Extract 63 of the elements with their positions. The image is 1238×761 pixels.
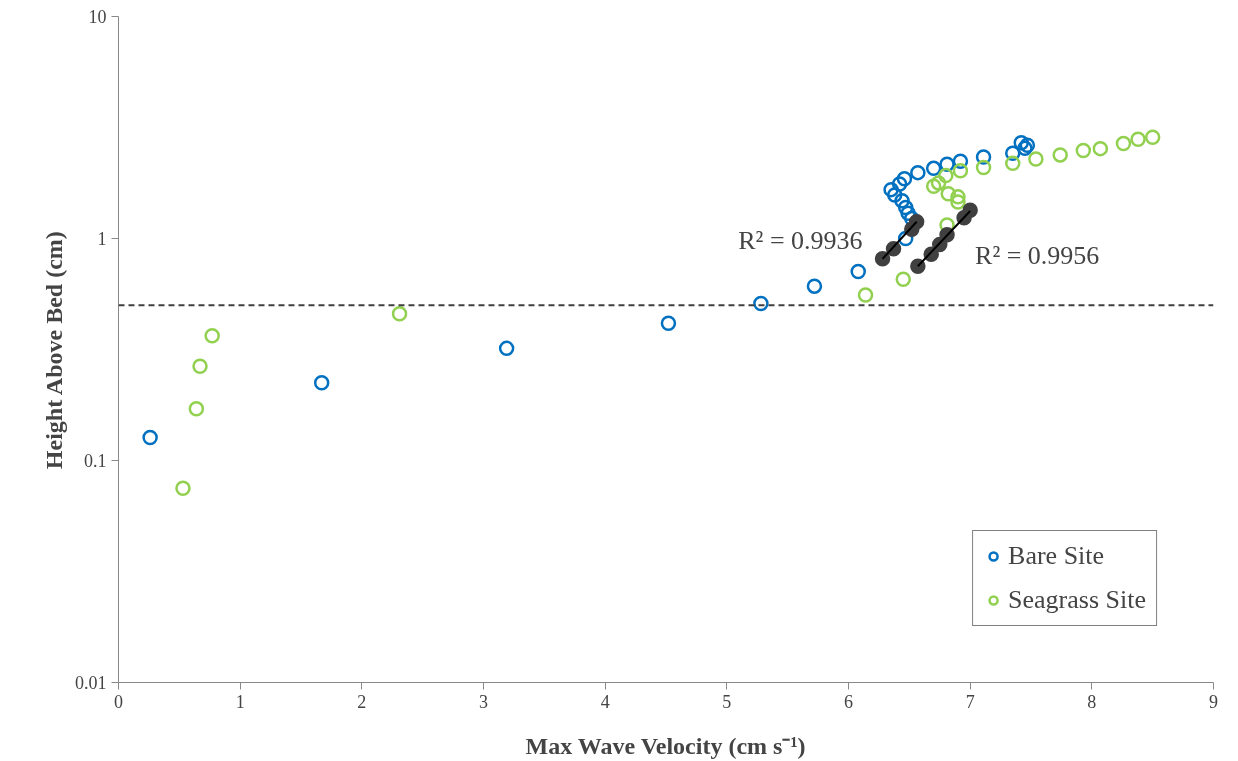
point	[894, 192, 910, 209]
annotation: R² = 0.9956	[975, 241, 1100, 271]
y-axis-title: Height Above Bed (cm)	[41, 231, 67, 470]
point	[850, 263, 866, 280]
point	[925, 178, 942, 194]
x-tick-label: 1	[235, 691, 245, 712]
point	[1028, 151, 1044, 167]
x-tick-label: 6	[844, 691, 853, 712]
point	[142, 429, 158, 446]
point	[204, 327, 220, 344]
x-tick-label: 0	[114, 691, 123, 712]
point	[1130, 131, 1146, 147]
point	[883, 181, 899, 198]
point	[753, 295, 769, 312]
legend-label: Bare Site	[1008, 541, 1105, 571]
point	[1115, 135, 1132, 152]
point	[950, 194, 966, 210]
point	[660, 315, 677, 332]
point	[1144, 129, 1161, 145]
point	[896, 170, 913, 187]
annotation: R² = 0.9936	[738, 226, 863, 256]
x-tick-label: 2	[357, 691, 367, 712]
point	[498, 340, 515, 357]
legend-label: Seagrass Site	[1008, 585, 1146, 615]
point	[895, 271, 911, 288]
y-tick-label: 0.1	[84, 451, 107, 471]
point	[930, 175, 947, 191]
point	[192, 358, 208, 374]
x-tick-label: 5	[722, 691, 732, 712]
x-tick-label: 9	[1209, 691, 1218, 712]
y-tick-label: 10	[88, 7, 107, 27]
point	[188, 401, 205, 417]
point	[950, 189, 966, 205]
point	[1013, 135, 1030, 151]
point	[900, 205, 916, 221]
x-tick-label: 8	[1087, 691, 1097, 712]
point	[962, 202, 978, 219]
x-tick-label: 7	[965, 691, 975, 712]
point	[1005, 155, 1021, 172]
point	[940, 186, 957, 202]
x-axis-title: Max Wave Velocity (cm s⁻¹)	[525, 732, 806, 759]
y-tick-label: 1	[97, 229, 107, 249]
point	[897, 199, 914, 216]
point	[806, 278, 823, 294]
point	[1075, 142, 1092, 159]
point	[910, 258, 926, 274]
point	[925, 160, 942, 177]
point	[891, 176, 908, 192]
point	[391, 306, 408, 322]
x-tick-label: 4	[600, 691, 610, 712]
x-tick-label: 3	[479, 691, 488, 712]
point	[313, 375, 330, 391]
point	[857, 287, 874, 303]
point	[1052, 147, 1068, 163]
y-tick-label: 0.01	[75, 673, 107, 693]
point	[952, 162, 969, 179]
point	[938, 167, 954, 184]
point	[175, 480, 191, 496]
point	[975, 159, 992, 176]
point	[910, 164, 926, 181]
point	[886, 187, 903, 203]
point	[908, 213, 925, 230]
point	[1092, 140, 1109, 157]
